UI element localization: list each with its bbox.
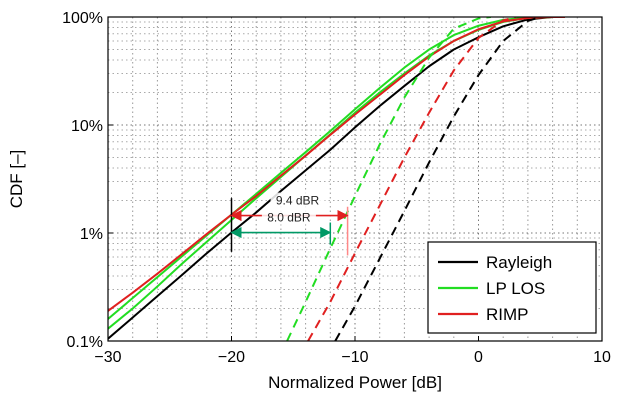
x-tick-label: −10 [341, 349, 368, 366]
legend-label: RIMP [486, 305, 529, 324]
annotation-label-1: 8.0 dBR [267, 211, 311, 225]
legend: Rayleigh LP LOS RIMP [427, 241, 597, 334]
tick-labels: −30 −20 −10 0 10 0.1% 1% 10% 100% [62, 10, 611, 366]
y-tick-label: 10% [71, 118, 103, 135]
series-line-4 [334, 17, 541, 341]
annotation-label-0: 9.4 dBR [276, 194, 320, 208]
annotation-label-bg [261, 209, 316, 225]
series-group [108, 17, 565, 341]
x-axis-label: Normalized Power [dB] [268, 373, 442, 392]
legend-label: Rayleigh [486, 253, 552, 272]
y-tick-label: 100% [62, 10, 103, 27]
series-line-5 [307, 17, 516, 341]
x-tick-label: 0 [474, 349, 483, 366]
legend-label: LP LOS [486, 279, 545, 298]
y-axis-label: CDF [–] [7, 150, 26, 209]
series-line-0 [108, 17, 565, 340]
y-tick-label: 1% [80, 226, 103, 243]
series-line-1 [108, 17, 565, 320]
annotation-label-bg [270, 192, 325, 208]
annotations: 9.4 dBR 8.0 dBR [230, 192, 349, 256]
series-line-3 [108, 17, 565, 312]
x-tick-label: −20 [218, 349, 245, 366]
series-line-6 [286, 17, 491, 341]
y-tick-label: 0.1% [67, 334, 103, 351]
x-tick-label: −30 [94, 349, 121, 366]
x-tick-label: 10 [593, 349, 611, 366]
